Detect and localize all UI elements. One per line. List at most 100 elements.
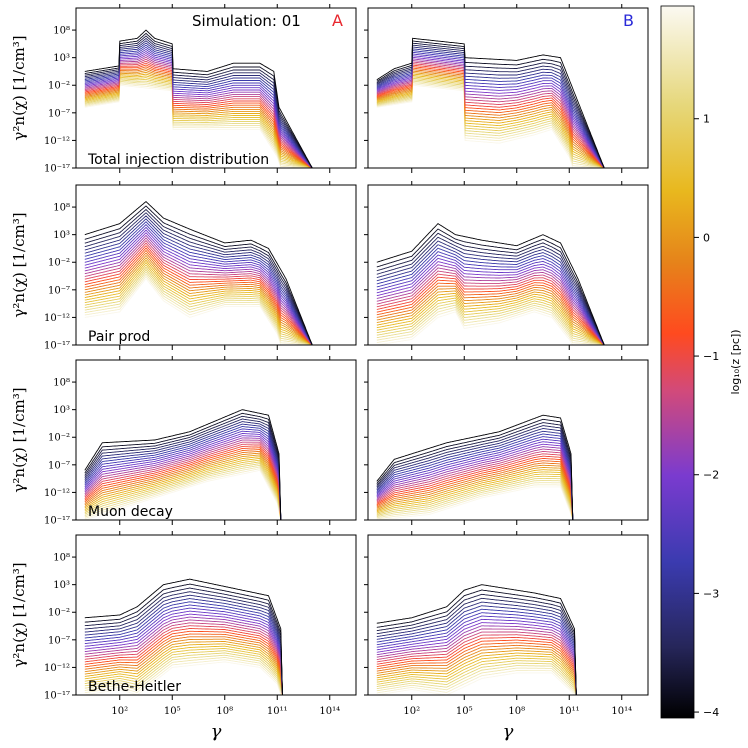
series-line <box>84 212 313 345</box>
series-line <box>84 273 313 345</box>
y-tick-label: 10⁻¹⁷ <box>44 691 70 702</box>
series-line <box>376 601 605 695</box>
series-line <box>84 412 313 520</box>
series-line <box>84 82 313 168</box>
y-tick-label: 10⁻⁷ <box>48 635 70 646</box>
series-line <box>376 469 605 520</box>
colorbar: −4 −3 −2 −1 0 1 log₁₀(z [pc]) <box>660 5 742 719</box>
series-line <box>376 74 605 168</box>
series-line <box>84 62 313 168</box>
colorbar-tick-label: 1 <box>703 113 710 126</box>
series-line <box>376 236 605 345</box>
series-line <box>84 591 313 695</box>
series-line <box>376 448 605 520</box>
y-tick-label: 10⁻¹² <box>44 488 70 499</box>
column-label-a: A <box>332 11 343 30</box>
series-line <box>376 63 605 168</box>
series-line <box>376 618 605 695</box>
y-tick-label: 10⁸ <box>53 378 70 389</box>
series-line <box>376 69 605 168</box>
series-line <box>376 228 605 345</box>
series-line <box>376 647 605 695</box>
y-tick-label: 10⁻¹² <box>44 663 70 674</box>
series-line <box>84 40 313 168</box>
series-line <box>376 37 605 168</box>
series-line <box>84 633 313 695</box>
series-line <box>84 601 313 695</box>
series-line <box>376 50 605 168</box>
series-line <box>84 619 313 695</box>
series-line <box>84 205 313 345</box>
series-line <box>376 295 605 345</box>
series-line <box>376 608 605 695</box>
series-line <box>376 64 605 168</box>
series-line <box>376 455 605 520</box>
series-line <box>376 70 605 168</box>
panel-3-a: 10⁻¹⁷ 10⁻¹² 10⁻⁷ 10⁻² 10³ 10⁸ Muon decay γ²n(χ)… <box>10 356 357 527</box>
series-line <box>84 42 313 168</box>
y-axis-label: γ²n(χ) [1/cm³] <box>10 35 28 140</box>
series-line <box>84 259 313 345</box>
curve-group <box>376 414 605 520</box>
series-line <box>376 425 605 520</box>
x-tick-label: 10² <box>403 706 420 717</box>
panel-1-b <box>364 4 649 173</box>
series-line <box>376 655 605 695</box>
series-line <box>376 593 605 695</box>
series-line <box>376 650 605 695</box>
y-axis-label: γ²n(χ) [1/cm³] <box>10 562 28 667</box>
series-line <box>84 254 313 345</box>
series-line <box>376 251 605 345</box>
series-line <box>84 661 313 695</box>
series-line <box>84 464 313 520</box>
series-line <box>376 443 605 520</box>
series-line <box>376 244 605 345</box>
series-line <box>84 218 313 345</box>
series-line <box>376 670 605 695</box>
series-line <box>84 641 313 695</box>
colorbar-tick-label: −3 <box>703 587 719 600</box>
series-line <box>84 463 313 520</box>
series-line <box>376 84 605 168</box>
series-line <box>84 433 313 520</box>
series-line <box>84 266 313 345</box>
y-tick-label: 10⁸ <box>53 26 70 37</box>
series-line <box>376 639 605 695</box>
series-line <box>376 612 605 695</box>
series-line <box>376 61 605 168</box>
y-tick-label: 10³ <box>53 230 70 241</box>
x-tick-label: 10⁸ <box>508 706 525 717</box>
series-line <box>376 306 605 345</box>
series-line <box>84 80 313 168</box>
series-line <box>84 468 313 520</box>
series-line <box>84 447 313 520</box>
series-line <box>376 53 605 168</box>
series-line <box>84 647 313 695</box>
y-axis-label: γ²n(χ) [1/cm³] <box>10 212 28 317</box>
series-line <box>84 409 313 520</box>
series-line <box>84 37 313 168</box>
series-line <box>84 613 313 695</box>
series-line <box>84 229 313 345</box>
y-tick-label: 10⁻² <box>48 258 70 269</box>
series-line <box>84 430 313 520</box>
series-line <box>376 652 605 695</box>
series-line <box>84 441 313 520</box>
series-line <box>84 643 313 695</box>
series-line <box>376 247 605 345</box>
series-line <box>376 311 605 345</box>
series-line <box>84 54 313 168</box>
series-line <box>376 273 605 345</box>
series-line <box>376 44 605 168</box>
series-line <box>376 51 605 168</box>
series-line <box>84 78 313 168</box>
series-line <box>84 435 313 520</box>
series-line <box>376 302 605 345</box>
series-line <box>376 460 605 520</box>
series-line <box>376 667 605 695</box>
x-tick-label: 10⁵ <box>164 706 181 717</box>
x-tick-label: 10⁵ <box>456 706 473 717</box>
series-line <box>376 480 605 520</box>
series-line <box>376 636 605 695</box>
series-line <box>84 459 313 520</box>
